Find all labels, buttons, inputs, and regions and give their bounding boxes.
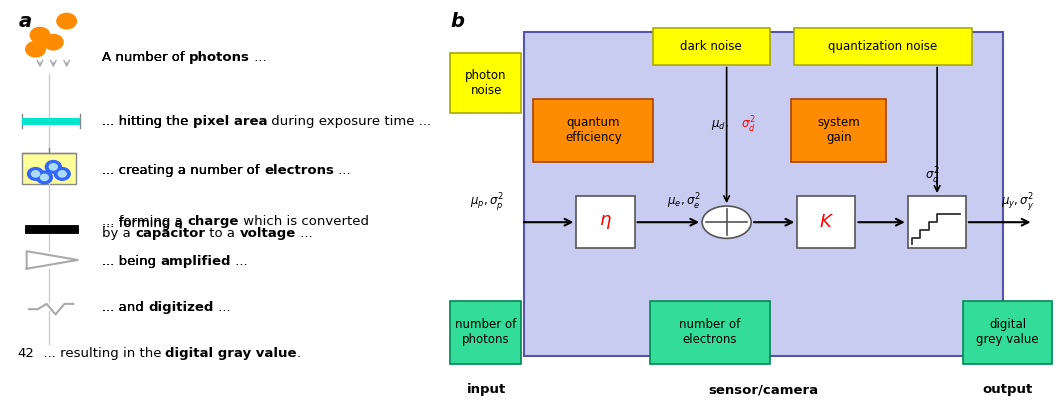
Text: by a: by a [103, 227, 135, 240]
Text: ...: ... [231, 255, 248, 268]
Text: ... and: ... and [103, 301, 148, 314]
Text: number of
photons: number of photons [455, 318, 516, 346]
Text: $\mu_d,$: $\mu_d,$ [711, 118, 729, 132]
Text: $\eta$: $\eta$ [599, 213, 613, 231]
Text: 42: 42 [18, 347, 35, 360]
FancyBboxPatch shape [533, 99, 653, 162]
FancyBboxPatch shape [653, 28, 769, 65]
FancyBboxPatch shape [524, 32, 1003, 356]
Text: A number of: A number of [103, 51, 189, 65]
Text: digital
grey value: digital grey value [977, 318, 1039, 346]
Text: ... resulting in the: ... resulting in the [35, 347, 165, 360]
Circle shape [43, 34, 63, 50]
Text: ...: ... [214, 301, 231, 314]
Circle shape [31, 27, 50, 43]
Circle shape [50, 164, 57, 170]
Text: to a: to a [205, 227, 239, 240]
Circle shape [40, 174, 49, 181]
Circle shape [703, 206, 751, 238]
Text: $\sigma_q^2$: $\sigma_q^2$ [925, 165, 940, 187]
Circle shape [45, 160, 61, 173]
Text: ... creating a number of: ... creating a number of [103, 164, 263, 177]
Text: digitized: digitized [148, 301, 214, 314]
Text: A number of: A number of [103, 51, 189, 65]
Text: ... and: ... and [103, 301, 148, 314]
FancyBboxPatch shape [791, 99, 887, 162]
FancyBboxPatch shape [650, 301, 769, 364]
Text: ... forming a: ... forming a [103, 215, 187, 228]
Text: ... being: ... being [103, 255, 161, 268]
FancyBboxPatch shape [22, 153, 75, 185]
Text: output: output [983, 383, 1033, 396]
Text: system
gain: system gain [818, 116, 860, 144]
Text: ... being: ... being [103, 255, 161, 268]
Text: ... hitting the: ... hitting the [103, 115, 193, 128]
Text: quantum
efficiency: quantum efficiency [565, 116, 622, 144]
Text: quantization noise: quantization noise [828, 40, 937, 53]
Text: ... forming a: ... forming a [103, 217, 187, 229]
Text: $K$: $K$ [819, 213, 834, 231]
FancyBboxPatch shape [798, 196, 856, 248]
Text: input: input [467, 383, 506, 396]
Text: ...: ... [250, 51, 267, 65]
Text: $\mu_y, \sigma_y^2$: $\mu_y, \sigma_y^2$ [1002, 191, 1035, 213]
Text: ... hitting the: ... hitting the [103, 115, 193, 128]
Text: ...: ... [295, 227, 312, 240]
Text: charge: charge [187, 215, 238, 228]
Text: $\sigma_d^2$: $\sigma_d^2$ [741, 115, 755, 135]
Circle shape [28, 168, 43, 180]
Circle shape [32, 171, 39, 177]
Text: voltage: voltage [239, 227, 295, 240]
Circle shape [36, 171, 53, 184]
Text: ...: ... [334, 164, 350, 177]
Text: ... creating a number of: ... creating a number of [103, 164, 263, 177]
Text: photons: photons [189, 51, 250, 65]
Text: sensor/camera: sensor/camera [709, 383, 819, 396]
Circle shape [58, 171, 67, 177]
Text: amplified: amplified [161, 255, 231, 268]
Text: ... forming a: ... forming a [103, 217, 187, 229]
Text: electrons: electrons [263, 164, 334, 177]
Text: pixel area: pixel area [193, 115, 268, 128]
FancyBboxPatch shape [451, 53, 521, 113]
FancyBboxPatch shape [451, 301, 521, 364]
Text: capacitor: capacitor [135, 227, 205, 240]
Text: during exposure time ...: during exposure time ... [268, 115, 432, 128]
Text: photon
noise: photon noise [466, 69, 507, 97]
Circle shape [57, 13, 76, 29]
FancyBboxPatch shape [795, 28, 972, 65]
Text: which is converted: which is converted [238, 215, 368, 228]
FancyBboxPatch shape [908, 196, 966, 248]
FancyBboxPatch shape [963, 301, 1052, 364]
FancyBboxPatch shape [577, 196, 635, 248]
Text: A number of: A number of [103, 51, 189, 65]
Text: ... and: ... and [103, 301, 148, 314]
FancyBboxPatch shape [22, 118, 80, 125]
Text: $\mu_p, \sigma_p^2$: $\mu_p, \sigma_p^2$ [471, 191, 505, 213]
Circle shape [25, 42, 45, 57]
Text: $\bfit{a}$: $\bfit{a}$ [18, 12, 32, 31]
Text: $\mu_e, \sigma_e^2$: $\mu_e, \sigma_e^2$ [667, 192, 700, 212]
Text: ... being: ... being [103, 255, 161, 268]
Circle shape [54, 168, 70, 180]
Text: $\bfit{b}$: $\bfit{b}$ [451, 12, 466, 31]
Text: number of
electrons: number of electrons [679, 318, 741, 346]
Text: .: . [297, 347, 302, 360]
Text: ... hitting the: ... hitting the [103, 115, 193, 128]
Text: dark noise: dark noise [680, 40, 742, 53]
Text: ... creating a number of: ... creating a number of [103, 164, 263, 177]
Text: digital gray value: digital gray value [165, 347, 297, 360]
